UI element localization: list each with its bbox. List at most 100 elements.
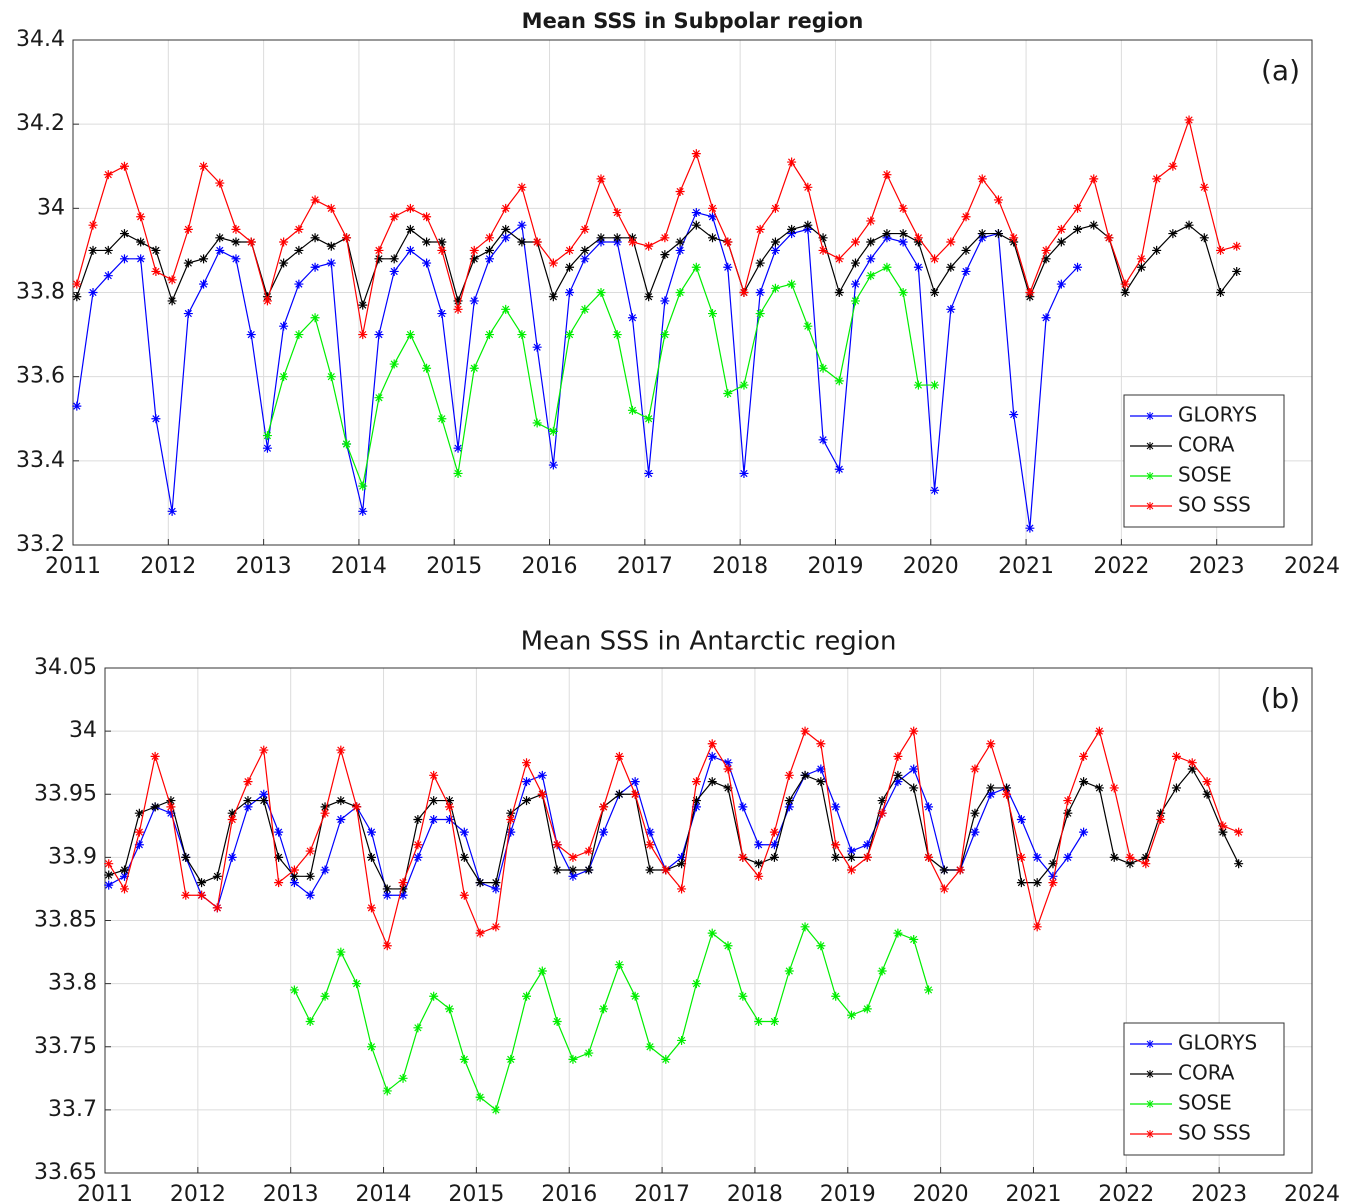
- x-tick-label: 2024: [1284, 1182, 1340, 1202]
- marker: [517, 220, 527, 230]
- marker: [1016, 815, 1026, 824]
- marker: [134, 840, 144, 850]
- marker: [166, 802, 176, 812]
- marker: [882, 229, 892, 239]
- marker: [1232, 241, 1242, 251]
- marker: [986, 783, 996, 793]
- marker: [584, 1048, 594, 1058]
- marker: [866, 271, 876, 281]
- x-tick-label: 2012: [170, 1182, 226, 1202]
- legend-marker: [1146, 472, 1154, 480]
- marker: [877, 966, 887, 976]
- marker: [800, 770, 810, 780]
- marker: [537, 966, 547, 976]
- marker: [119, 865, 129, 875]
- marker: [723, 764, 733, 774]
- marker: [1025, 288, 1035, 297]
- marker: [320, 865, 330, 875]
- marker: [627, 237, 637, 247]
- marker: [552, 865, 562, 875]
- marker: [580, 245, 590, 255]
- legend-marker: [1146, 502, 1154, 510]
- marker: [1089, 220, 1099, 230]
- marker: [862, 852, 872, 862]
- marker: [522, 991, 532, 1001]
- marker: [398, 890, 408, 900]
- marker: [1041, 254, 1051, 264]
- marker: [374, 330, 384, 340]
- marker: [939, 884, 949, 894]
- marker: [834, 288, 844, 297]
- marker: [405, 224, 415, 234]
- marker: [119, 884, 129, 894]
- marker: [1104, 233, 1114, 243]
- marker: [614, 751, 624, 761]
- marker: [977, 229, 987, 239]
- marker: [469, 363, 479, 373]
- marker: [358, 481, 368, 491]
- marker: [738, 852, 748, 862]
- marker: [893, 777, 903, 787]
- marker: [834, 464, 844, 474]
- marker: [279, 237, 289, 247]
- marker: [453, 296, 463, 306]
- marker: [548, 292, 558, 302]
- marker: [850, 258, 860, 268]
- marker: [136, 212, 146, 222]
- marker: [475, 1092, 485, 1102]
- marker: [469, 254, 479, 264]
- marker: [181, 890, 191, 900]
- marker: [924, 802, 934, 812]
- marker: [787, 224, 797, 234]
- marker: [614, 789, 624, 799]
- marker: [1041, 313, 1051, 323]
- marker: [484, 254, 494, 264]
- marker: [1136, 262, 1146, 272]
- marker: [645, 865, 655, 875]
- marker: [755, 258, 765, 268]
- marker: [444, 815, 454, 824]
- marker: [459, 890, 469, 900]
- marker: [342, 439, 352, 449]
- marker: [289, 865, 299, 875]
- marker: [305, 890, 315, 900]
- x-tick-label: 2018: [727, 1182, 783, 1202]
- marker: [909, 764, 919, 774]
- marker: [199, 254, 209, 264]
- marker: [1048, 859, 1058, 869]
- marker: [501, 224, 511, 234]
- marker: [279, 372, 289, 382]
- marker: [88, 220, 98, 230]
- marker: [846, 852, 856, 862]
- marker: [389, 266, 399, 276]
- marker: [1141, 852, 1151, 862]
- marker: [818, 233, 828, 243]
- marker: [366, 903, 376, 913]
- marker: [1041, 245, 1051, 255]
- x-tick-label: 2011: [77, 1182, 133, 1202]
- marker: [565, 330, 575, 340]
- marker: [1218, 827, 1228, 837]
- marker: [769, 840, 779, 850]
- marker: [358, 506, 368, 516]
- marker: [946, 237, 956, 247]
- marker: [866, 216, 876, 226]
- marker: [374, 245, 384, 255]
- marker: [231, 237, 241, 247]
- marker: [506, 1054, 516, 1064]
- marker: [924, 852, 934, 862]
- marker: [862, 1004, 872, 1014]
- marker: [913, 262, 923, 272]
- marker: [723, 262, 733, 272]
- marker: [246, 237, 256, 247]
- x-tick-label: 2021: [1005, 1182, 1061, 1202]
- marker: [1109, 783, 1119, 793]
- x-tick-label: 2017: [634, 1182, 690, 1202]
- marker: [199, 279, 209, 289]
- marker: [816, 739, 826, 749]
- marker: [166, 808, 176, 818]
- marker: [946, 304, 956, 314]
- marker: [630, 789, 640, 799]
- marker: [422, 258, 432, 268]
